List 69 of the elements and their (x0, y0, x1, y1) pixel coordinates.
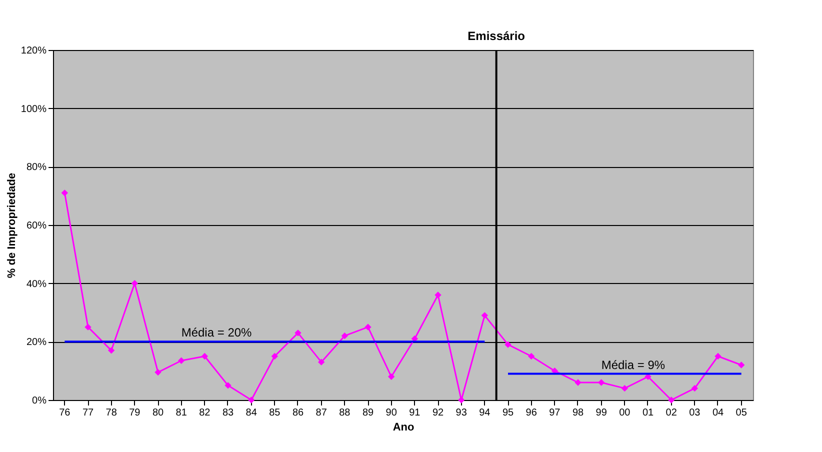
point (131, 280, 138, 287)
point (294, 330, 302, 336)
point (178, 357, 185, 364)
x-tick-label: 88 (339, 408, 351, 418)
point (108, 347, 115, 354)
x-tick-label: 82 (199, 408, 211, 418)
point (341, 332, 348, 340)
x-tick-label: 86 (292, 408, 304, 418)
x-tick-label: 94 (479, 408, 491, 418)
point (458, 396, 465, 404)
point (528, 352, 535, 360)
y-tick-label: 20% (26, 337, 47, 348)
annotation: Média = 9% (601, 358, 666, 372)
point (201, 352, 208, 360)
point (481, 312, 488, 319)
x-tick-label: 77 (82, 408, 94, 418)
point (224, 382, 232, 389)
point (84, 324, 92, 330)
point (738, 362, 745, 368)
x-tick-label: 04 (712, 408, 724, 418)
point (248, 396, 255, 404)
y-tick-label: 40% (26, 278, 47, 290)
y-tick-label: 60% (26, 220, 47, 232)
x-tick-label: 00 (619, 408, 631, 418)
x-axis-title: Ano (392, 422, 414, 434)
x-tick-label: 95 (502, 408, 514, 418)
x-tick-label: 90 (386, 408, 398, 418)
point (364, 324, 372, 330)
x-tick-label: 78 (106, 408, 118, 418)
x-tick-label: 99 (596, 408, 608, 418)
x-tick-label: 80 (152, 408, 164, 418)
x-tick-label: 91 (409, 408, 421, 418)
point (668, 396, 675, 404)
y-tick-label: 0% (32, 396, 47, 406)
x-tick-label: 05 (736, 408, 748, 418)
x-tick-label: 92 (432, 408, 444, 418)
point (504, 341, 512, 348)
point (61, 190, 68, 196)
x-tick-label: 96 (526, 408, 538, 418)
x-tick-label: 98 (572, 408, 584, 418)
point (388, 373, 395, 380)
x-tick-label: 87 (316, 408, 328, 418)
point (574, 379, 582, 386)
ref-line-label: Emissário (468, 29, 526, 43)
x-tick-label: 97 (549, 408, 561, 418)
x-tick-label: 79 (129, 408, 141, 418)
point (714, 352, 722, 360)
point (691, 384, 698, 392)
x-tick-label: 76 (59, 408, 71, 418)
point (598, 379, 605, 386)
x-tick-label: 03 (689, 408, 701, 418)
y-tick-label: 80% (26, 162, 47, 174)
point (434, 292, 442, 298)
y-tick-label: 100% (20, 104, 47, 115)
x-tick-label: 81 (176, 408, 188, 418)
x-tick-label: 01 (642, 408, 654, 418)
point (271, 352, 278, 360)
x-tick-label: 93 (456, 408, 468, 418)
y-tick-label: 120% (20, 46, 47, 56)
x-tick-label: 84 (246, 408, 258, 418)
point (154, 368, 162, 376)
y-axis-title: % de Impropriedade (6, 172, 18, 278)
x-tick-label: 85 (269, 408, 281, 418)
x-tick-label: 02 (666, 408, 678, 418)
annotation: Média = 20% (181, 326, 252, 340)
point (318, 358, 325, 366)
x-tick-label: 83 (222, 408, 234, 418)
x-tick-label: 89 (362, 408, 374, 418)
point (621, 384, 628, 392)
